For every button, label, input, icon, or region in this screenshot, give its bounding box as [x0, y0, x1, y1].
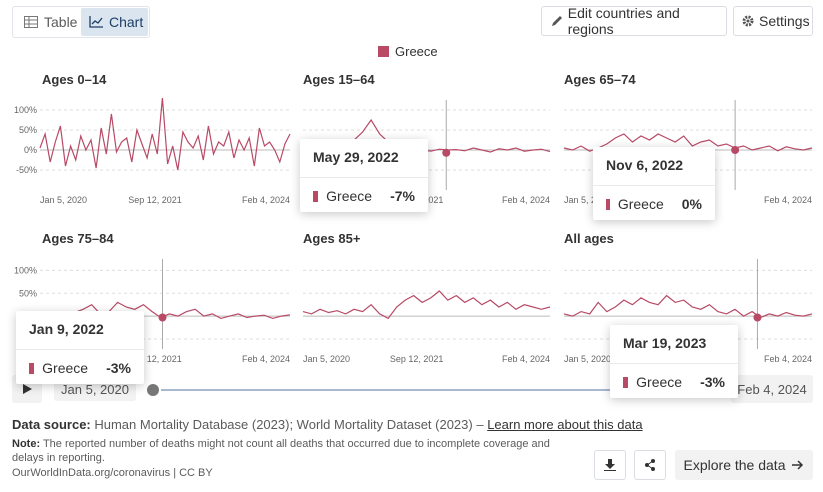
x-tick-label: Jan 5, 2020 [564, 354, 611, 364]
share-button[interactable] [634, 450, 666, 480]
tooltip-series-name: Greece [636, 374, 683, 390]
tooltip-series-name: Greece [42, 360, 89, 376]
tooltip-separator [593, 185, 715, 186]
x-tick-label: Feb 4, 2024 [502, 195, 550, 205]
download-icon [604, 459, 616, 471]
y-tick-label: 50% [19, 288, 37, 298]
edit-countries-button[interactable]: Edit countries and regions [541, 5, 727, 37]
legend: Greece [378, 44, 438, 59]
note-prefix: Note: [12, 438, 41, 450]
tooltip-row: Greece -3% [16, 350, 144, 386]
tooltip-value: -3% [700, 374, 725, 390]
panel-ages-0-14[interactable]: 100% 50% 0% -50% Jan 5, 2020 Sep 12, 2021 Feb … [0, 95, 295, 210]
y-tick-label: -50% [16, 165, 37, 175]
tooltip-value: 0% [681, 196, 702, 212]
legend-label: Greece [395, 44, 438, 59]
share-icon [645, 459, 655, 471]
hover-point [442, 148, 451, 157]
tooltip-series-name: Greece [326, 188, 373, 204]
note-text: The reported number of deaths might not … [12, 438, 550, 464]
tooltip-row: Greece -7% [300, 178, 428, 214]
tooltip-swatch [606, 198, 610, 210]
tooltip-date: May 29, 2022 [313, 149, 399, 165]
tooltip-separator [300, 177, 428, 178]
edit-countries-label: Edit countries and regions [567, 5, 680, 37]
data-source-text: Human Mortality Database (2023); World M… [90, 417, 488, 432]
tooltip-separator [16, 349, 144, 350]
settings-label: Settings [759, 13, 810, 29]
series-line-greece [563, 133, 813, 152]
timeline-track[interactable] [153, 389, 730, 391]
settings-button[interactable]: Settings [733, 6, 813, 36]
panel-title-0: Ages 0–14 [42, 72, 107, 87]
tooltip-65-74: Nov 6, 2022 Greece 0% [593, 147, 715, 220]
legend-swatch [378, 46, 389, 57]
x-tick-label: Feb 4, 2024 [242, 195, 290, 205]
tooltip-date: Nov 6, 2022 [606, 157, 684, 173]
panel-title-1: Ages 15–64 [303, 72, 375, 87]
y-tick-label: 50% [19, 125, 37, 135]
line-chart-icon [89, 16, 103, 28]
explore-data-label: Explore the data [683, 457, 786, 473]
x-tick-label: Sep 12, 2021 [128, 354, 182, 364]
panel-title-4: Ages 85+ [303, 231, 361, 246]
tooltip-separator [610, 363, 738, 364]
x-tick-label: Feb 4, 2024 [764, 354, 812, 364]
arrow-right-icon [792, 460, 804, 470]
hover-point [753, 313, 762, 322]
tooltip-value: -3% [106, 360, 131, 376]
pencil-icon [552, 16, 562, 26]
tab-chart-label: Chart [109, 14, 144, 30]
tooltip-series-name: Greece [617, 196, 664, 212]
series-line-greece [39, 97, 291, 171]
tooltip-swatch [313, 190, 319, 202]
x-tick-label: Jan 5, 2020 [40, 195, 87, 205]
data-source: Data source: Human Mortality Database (2… [12, 417, 643, 432]
note: Note: The reported number of deaths migh… [12, 437, 557, 465]
download-button[interactable] [594, 450, 626, 480]
data-source-prefix: Data source: [12, 417, 91, 432]
timeline-end-label: Feb 4, 2024 [731, 375, 813, 403]
learn-more-link[interactable]: Learn more about this data [487, 417, 643, 432]
panel-title-2: Ages 65–74 [564, 72, 636, 87]
tooltip-row: Greece 0% [593, 186, 715, 222]
tooltip-date: Jan 9, 2022 [29, 321, 104, 337]
y-tick-label: 0% [24, 145, 37, 155]
tab-table-label: Table [44, 14, 78, 30]
x-tick-label: Sep 12, 2021 [390, 354, 444, 364]
tooltip-date: Mar 19, 2023 [623, 335, 707, 351]
y-tick-label: 100% [14, 105, 37, 115]
table-icon [24, 16, 38, 28]
gear-icon [742, 15, 754, 27]
timeline-start-handle[interactable] [145, 382, 161, 398]
play-icon [22, 384, 32, 394]
tab-chart[interactable]: Chart [81, 8, 148, 36]
y-tick-label: 100% [14, 265, 37, 275]
x-tick-label: Feb 4, 2024 [502, 354, 550, 364]
x-tick-label: Sep 12, 2021 [128, 195, 182, 205]
tooltip-swatch [29, 362, 35, 374]
x-tick-label: Feb 4, 2024 [764, 195, 812, 205]
explore-data-button[interactable]: Explore the data [675, 450, 813, 480]
view-tabs: Table Chart [12, 6, 150, 38]
x-tick-label: Feb 4, 2024 [242, 354, 290, 364]
hover-point [158, 313, 167, 322]
tooltip-15-64: May 29, 2022 Greece -7% [300, 139, 428, 212]
panel-title-3: Ages 75–84 [42, 231, 114, 246]
panel-title-5: All ages [564, 231, 614, 246]
panel-all-ages[interactable]: Jan 5, 2020 Feb 4, 2024 [559, 254, 817, 369]
credit: OurWorldInData.org/coronavirus | CC BY [12, 467, 213, 479]
tooltip-swatch [623, 376, 629, 388]
tooltip-row: Greece -3% [610, 364, 738, 400]
tooltip-value: -7% [390, 188, 415, 204]
panel-ages-85-plus[interactable]: Jan 5, 2020 Sep 12, 2021 Feb 4, 2024 [298, 254, 554, 369]
x-tick-label: Jan 5, 2020 [564, 195, 611, 205]
series-line-greece [563, 294, 813, 319]
tooltip-all-ages: Mar 19, 2023 Greece -3% [610, 325, 738, 398]
series-line-greece [302, 290, 551, 320]
x-tick-label: Jan 5, 2020 [303, 354, 350, 364]
tab-table[interactable]: Table [14, 8, 78, 36]
tooltip-75-84: Jan 9, 2022 Greece -3% [16, 311, 144, 384]
hover-point [731, 146, 740, 154]
